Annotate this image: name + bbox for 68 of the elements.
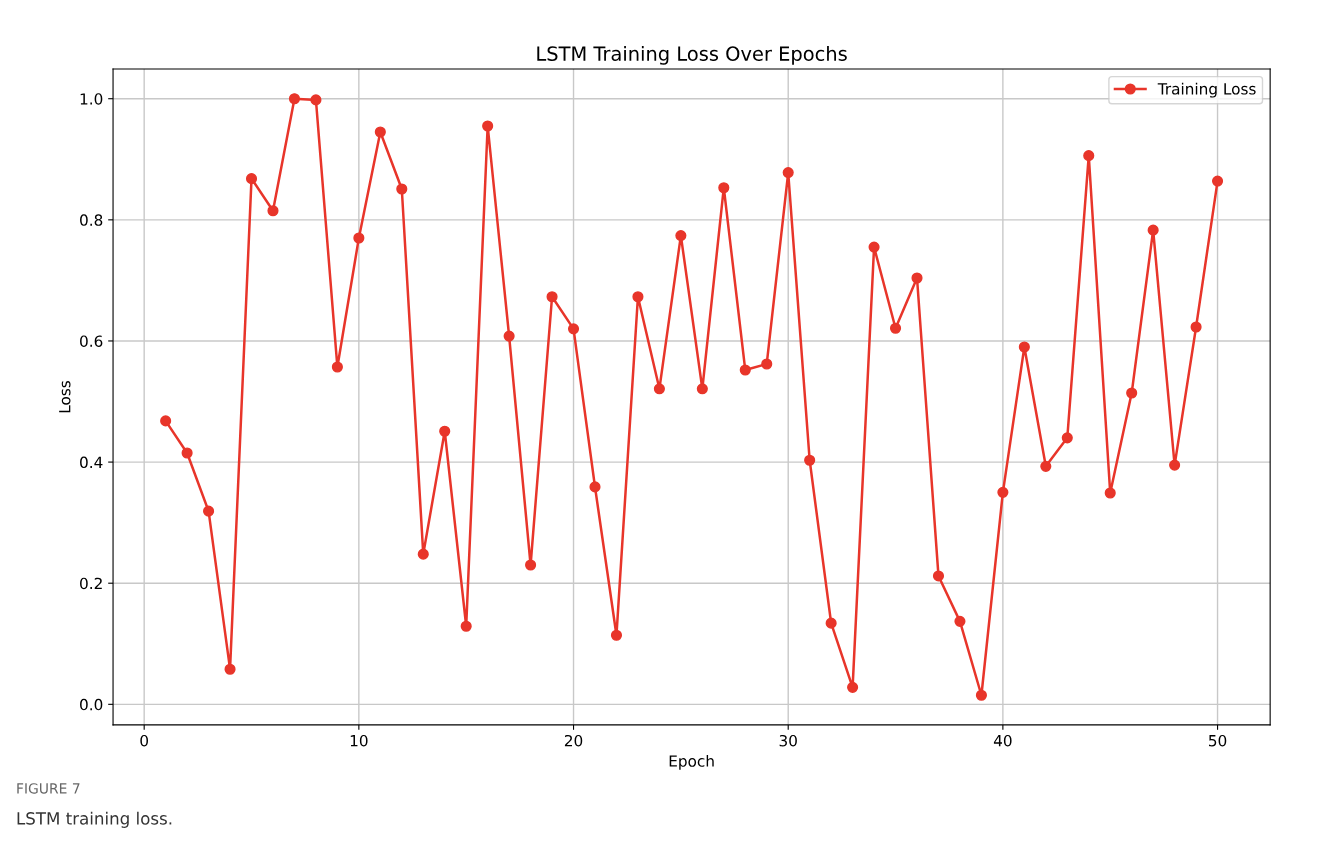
point — [1126, 387, 1138, 399]
point — [1211, 175, 1224, 187]
point — [1147, 224, 1159, 236]
point — [1083, 150, 1095, 162]
point — [761, 358, 773, 370]
x-axis-title: Epoch — [669, 754, 714, 770]
point — [417, 548, 429, 560]
point — [718, 182, 730, 194]
x-tick-label: 50 — [1209, 734, 1227, 747]
point — [589, 481, 601, 493]
point — [1040, 460, 1052, 472]
point — [224, 663, 236, 675]
point — [696, 383, 708, 395]
point — [932, 570, 945, 582]
point — [288, 93, 301, 105]
y-tick-label: 0.4 — [80, 456, 103, 469]
point — [181, 447, 193, 459]
x-tick-label: 0 — [140, 734, 149, 747]
point — [804, 454, 816, 466]
point — [782, 167, 794, 179]
point — [653, 383, 665, 395]
point — [632, 291, 644, 303]
point — [739, 364, 751, 376]
point — [975, 689, 987, 701]
point — [1104, 487, 1116, 499]
point — [310, 94, 322, 106]
point — [825, 617, 837, 629]
point — [267, 205, 279, 217]
y-tick-label: 0.0 — [80, 698, 103, 711]
y-tick-label: 0.8 — [80, 214, 103, 226]
x-tick-label: 10 — [350, 734, 368, 747]
legend-label: Training Loss — [1157, 82, 1256, 98]
point — [675, 230, 687, 242]
point — [610, 629, 623, 641]
point — [460, 620, 472, 632]
point — [1190, 321, 1202, 333]
point — [1169, 459, 1181, 471]
chart-title: LSTM Training Loss Over Epochs — [537, 45, 847, 65]
point — [1018, 341, 1030, 353]
point — [245, 173, 258, 185]
y-tick-label: 1.0 — [80, 93, 103, 105]
point — [889, 322, 902, 334]
caption: FIGURE 7 — [17, 783, 80, 794]
point — [331, 361, 343, 373]
x-tick-label: 20 — [564, 734, 583, 747]
point — [439, 425, 451, 437]
point — [482, 120, 494, 132]
y-tick-label: 0.6 — [80, 335, 103, 347]
y-axis-title: Loss — [59, 380, 71, 413]
point — [1061, 432, 1073, 444]
point — [997, 486, 1009, 498]
point — [847, 681, 859, 693]
point — [353, 232, 365, 244]
point — [396, 183, 408, 195]
point — [954, 615, 966, 627]
point — [911, 272, 923, 284]
point — [160, 415, 172, 427]
x-tick-label: 30 — [779, 734, 797, 747]
x-tick-label: 40 — [993, 734, 1012, 747]
point — [503, 330, 515, 342]
point — [203, 505, 215, 517]
y-tick-label: 0.2 — [80, 577, 102, 590]
point — [525, 559, 537, 571]
point — [567, 323, 580, 335]
point — [374, 126, 386, 138]
text: LSTM training loss. — [17, 811, 172, 828]
point — [868, 241, 880, 253]
point — [546, 291, 558, 303]
